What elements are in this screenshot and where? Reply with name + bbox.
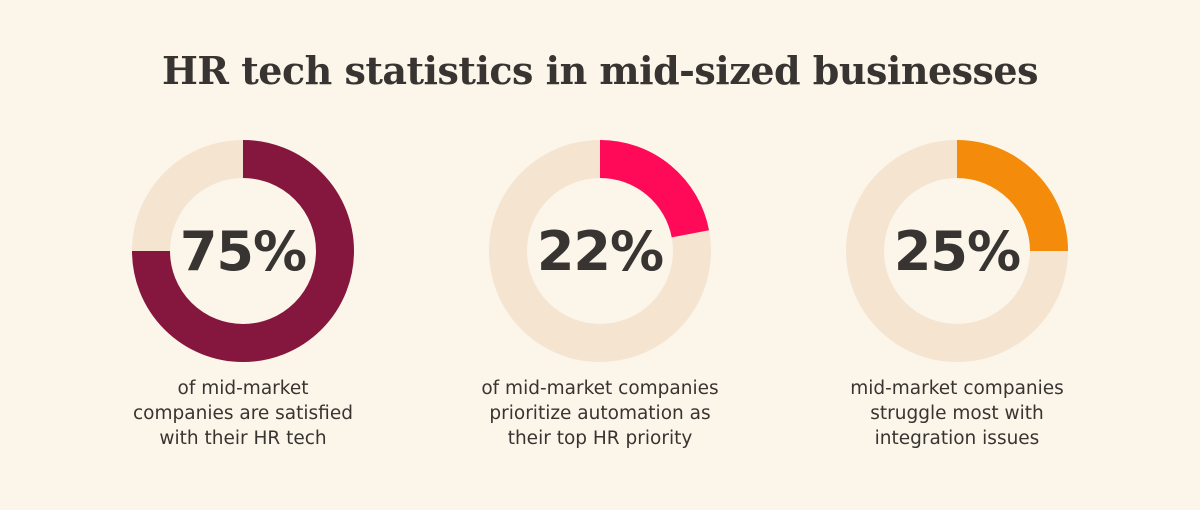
donut-chart-integration: 25% <box>846 140 1068 362</box>
caption-line: mid-market companies <box>850 378 1064 399</box>
page-title: HR tech statistics in mid-sized business… <box>162 48 1039 93</box>
percent-label: 25% <box>894 220 1020 283</box>
caption-line: of mid-market companies <box>481 378 719 399</box>
caption-line: companies are satisfied <box>133 403 353 424</box>
stat-automation: 22% of mid-market companies prioritize a… <box>420 140 780 451</box>
donut-chart-satisfied: 75% <box>132 140 354 362</box>
stat-caption: mid-market companies struggle most with … <box>777 376 1137 451</box>
percent-label: 75% <box>180 220 306 283</box>
caption-line: their top HR priority <box>507 428 693 449</box>
donut-segment-automation <box>599 140 710 239</box>
caption-line: of mid-market <box>177 378 309 399</box>
donut-segment-integration <box>956 140 1068 252</box>
stat-integration: 25% mid-market companies struggle most w… <box>777 140 1137 451</box>
stat-caption: of mid-market companies are satisfied wi… <box>63 376 423 451</box>
caption-line: struggle most with <box>870 403 1044 424</box>
caption-line: with their HR tech <box>159 428 327 449</box>
percent-label: 22% <box>537 220 663 283</box>
donut-chart-automation: 22% <box>489 140 711 362</box>
caption-line: prioritize automation as <box>489 403 711 424</box>
stat-caption: of mid-market companies prioritize autom… <box>420 376 780 451</box>
caption-line: integration issues <box>874 428 1040 449</box>
donut-segment-satisfied <box>132 140 354 362</box>
stat-satisfied: 75% of mid-market companies are satisfie… <box>63 140 423 451</box>
